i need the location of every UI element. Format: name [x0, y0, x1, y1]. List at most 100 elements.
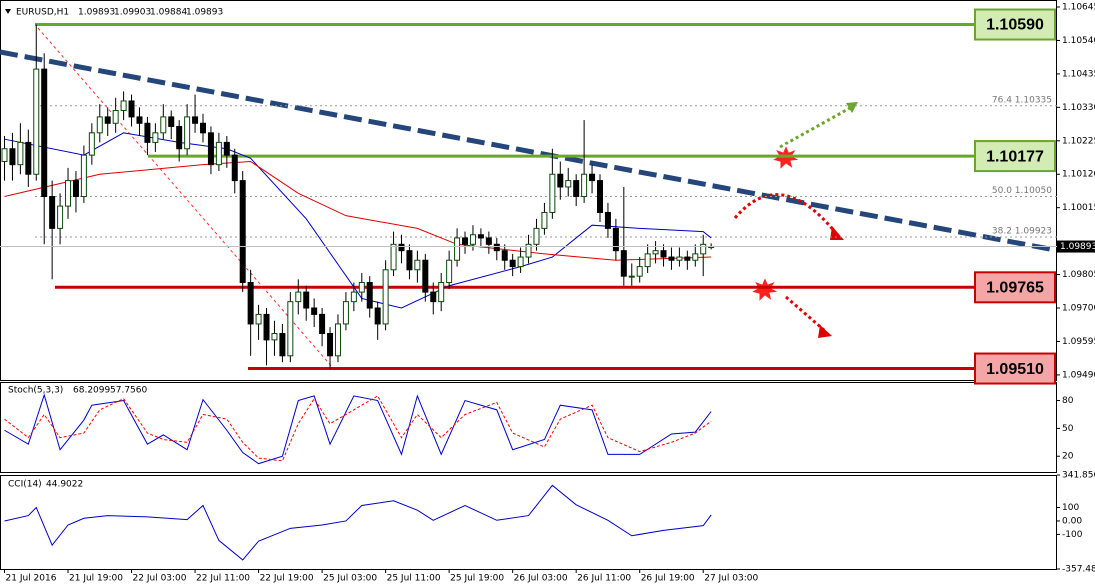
candle-body [454, 237, 461, 261]
stoch-signal-readout: 57.7560 [110, 386, 147, 396]
candle-body [239, 180, 246, 284]
y-tick-label: -357.481 [1062, 565, 1095, 575]
y-tick-label: 1.10435 [1062, 69, 1095, 79]
candle-body [9, 148, 16, 166]
candle-body [184, 116, 191, 150]
candle-body [25, 141, 32, 175]
candle-body [406, 250, 413, 271]
candle-body [311, 307, 318, 315]
y-tick-label: 1.10330 [1062, 103, 1095, 113]
level-box [974, 8, 1056, 41]
candle-body [493, 243, 500, 252]
x-tick-label: 25 Jul 03:00 [323, 574, 377, 584]
candle-body [469, 234, 476, 245]
y-tick-label: 1.09805 [1062, 270, 1095, 280]
y-tick-label: 1.09595 [1062, 337, 1095, 347]
symbol-title: EURUSD,H1 [16, 8, 69, 18]
candle-body [176, 125, 183, 150]
burst-icon [749, 275, 781, 304]
candle-body [223, 141, 230, 156]
candle-body [501, 250, 508, 261]
level-label: 1.09510 [986, 361, 1044, 378]
arrows [733, 106, 851, 332]
y-tick-label: -100 [1062, 530, 1083, 540]
indicator-line [4, 484, 712, 561]
candle-body [215, 141, 222, 166]
candle-body [446, 259, 453, 284]
candle-body [200, 122, 206, 134]
red-arrow-curve [733, 193, 837, 233]
level-label: 1.09765 [986, 280, 1044, 297]
y-tick-label: 20 [1062, 452, 1074, 462]
candle-body [49, 196, 56, 229]
candle-body [192, 116, 199, 124]
candle-body [692, 253, 699, 261]
candle-body [1, 148, 8, 162]
candle-body [287, 301, 294, 357]
y-tick-label: 1.10120 [1062, 170, 1095, 180]
candle-body [477, 234, 484, 239]
y-tick-label: 1.09700 [1062, 304, 1095, 314]
candle-body [303, 291, 310, 309]
candle-body [96, 116, 103, 134]
y-tick-label: 1.10645 [1062, 3, 1095, 13]
candle-body [57, 205, 64, 229]
level-label: 1.10590 [986, 17, 1044, 34]
candle-body [549, 173, 556, 213]
candle-body [65, 180, 72, 207]
stoch-panel [0, 382, 1057, 473]
x-tick-label: 27 Jul 03:00 [704, 574, 758, 584]
candle-body [541, 211, 548, 229]
stoch-main-readout: 68.2099 [73, 386, 110, 396]
candle-body [390, 243, 397, 271]
x-tick-label: 25 Jul 19:00 [450, 574, 504, 584]
candle-body [374, 307, 381, 325]
ohlc-high: 1.09903 [114, 8, 151, 18]
candle-body [72, 180, 79, 198]
candle-body [350, 291, 357, 303]
cci-title: CCI(14) [8, 480, 42, 490]
stoch-title: Stoch(5,3,3) [8, 386, 63, 396]
candle-body [319, 313, 326, 334]
candle-body [247, 282, 254, 325]
candle-body [573, 180, 580, 198]
candle-body [628, 275, 635, 278]
candle-body [517, 256, 524, 268]
candle-body [597, 180, 603, 213]
x-tick-label: 21 Jul 19:00 [69, 574, 123, 584]
x-tick-label: 26 Jul 03:00 [514, 574, 568, 584]
candle-body [636, 266, 643, 277]
cci-panel [0, 475, 1057, 570]
candle-body [152, 132, 159, 143]
x-tick-label: 21 Jul 2016 [6, 574, 57, 584]
main-panel [0, 0, 1057, 381]
candle-body [80, 154, 87, 198]
x-tick-label: 26 Jul 19:00 [641, 574, 695, 584]
y-tick-label: 1.10225 [1062, 136, 1095, 146]
candle-body [263, 313, 270, 341]
last-price-label: 1.09893 [1060, 242, 1095, 252]
candle-body [168, 116, 175, 127]
candle-body [438, 282, 445, 303]
candle-body [207, 132, 214, 166]
level-label: 1.10177 [986, 148, 1044, 165]
candle-body [160, 116, 167, 134]
candle-body [684, 256, 691, 261]
candle-body [581, 173, 588, 198]
candle-body [112, 110, 119, 124]
candle-body [358, 282, 365, 293]
menu-triangle [5, 9, 11, 14]
cci-readout: 44.9022 [46, 480, 83, 490]
candle-body [382, 269, 389, 325]
y-tick-label: 0.00 [1062, 516, 1082, 526]
candle-body [589, 173, 596, 182]
candle-body [430, 291, 437, 303]
arrow-head [846, 102, 858, 113]
candle-body [557, 173, 564, 188]
y-tick-label: 341.856 [1062, 471, 1095, 481]
y-tick-label: 1.10015 [1062, 203, 1095, 213]
fib-label: 38.2 1.09923 [992, 226, 1052, 236]
level-box [974, 271, 1056, 304]
